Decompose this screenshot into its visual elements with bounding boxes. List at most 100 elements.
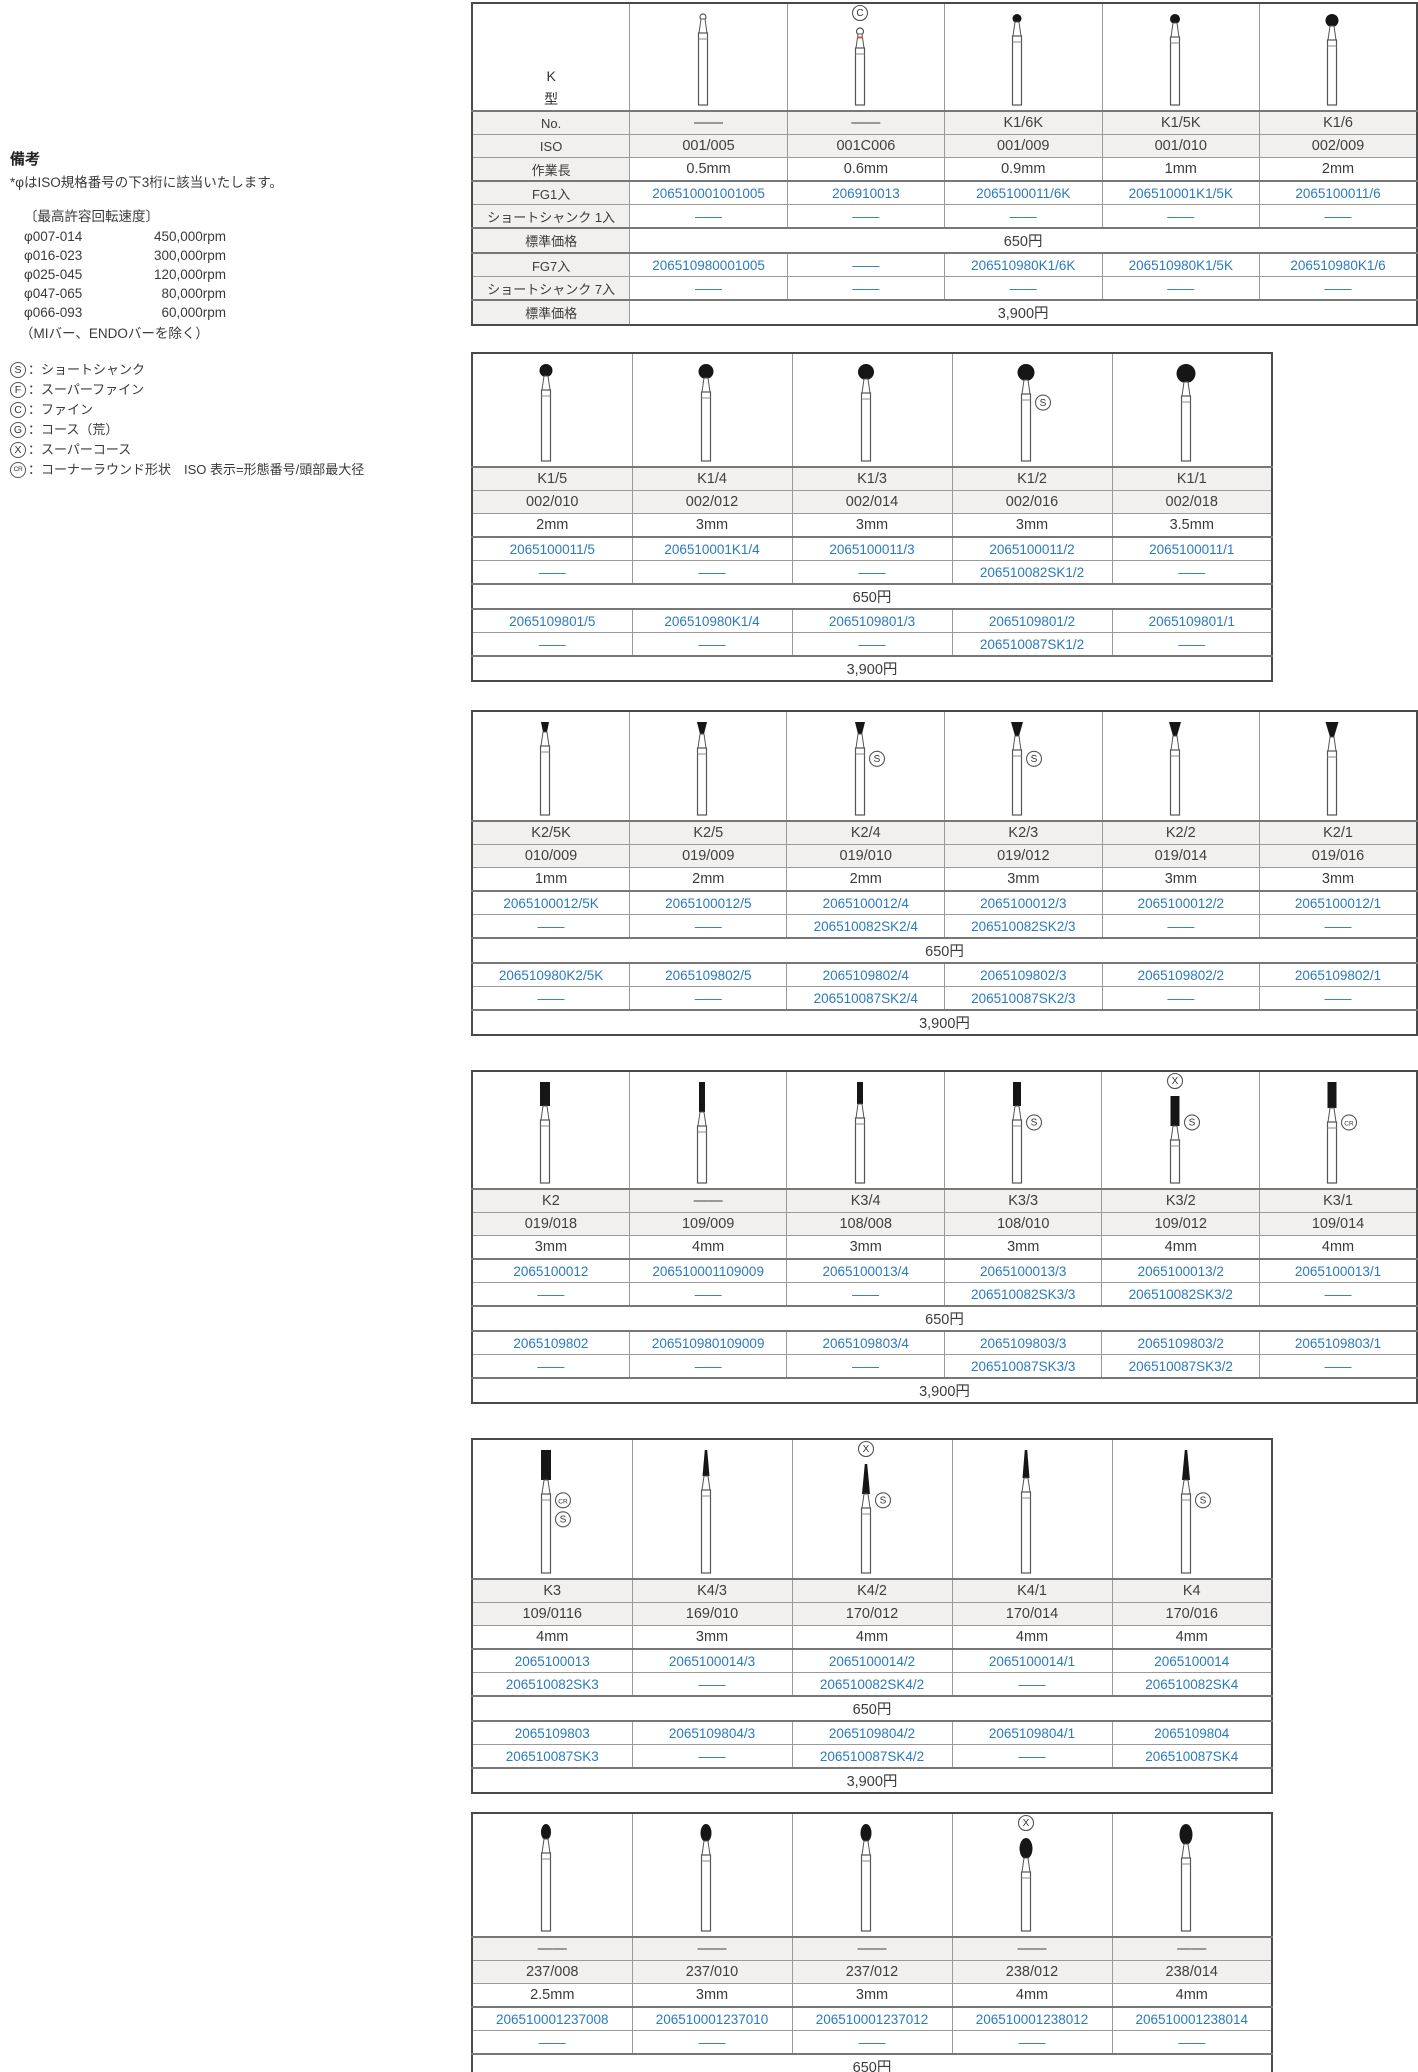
ss1-code: —— [631, 1672, 793, 1697]
bur-illustration [539, 722, 551, 816]
unit-price-cell: 650円 [471, 583, 1273, 610]
row-label: No. [471, 110, 631, 135]
fg1-code: 2065100012/1 [1259, 890, 1418, 915]
ss1-code: —— [1259, 914, 1418, 939]
bur-illustration: CR S [541, 1450, 572, 1574]
bur-image-cell: S [1111, 1438, 1273, 1580]
bur-image-row: S [471, 352, 1273, 468]
fg7-code: 206510980001005 [629, 252, 788, 277]
bur-image-cell: CR S [471, 1438, 633, 1580]
length-cell: 2mm [471, 513, 633, 538]
svg-text:CR: CR [1344, 1121, 1354, 1128]
bur-illustration [697, 722, 708, 816]
len-row: 2.5mm 3mm 3mm 4mm 4mm [471, 1983, 1273, 2008]
iso-cell: 019/016 [1259, 844, 1418, 868]
bur-image-cell [791, 1812, 953, 1938]
iso-cell: 237/008 [471, 1960, 633, 1984]
length-cell: 4mm [1259, 1235, 1418, 1260]
fg7-code: 2065109802/5 [629, 962, 788, 987]
fg7-row: 2065109801/5 206510980K1/4 2065109801/3 206… [471, 608, 1273, 633]
length-cell: 3mm [943, 1235, 1103, 1260]
ss1-row: —— —— 206510082SK2/4 206510082SK2/3 —— —— [471, 914, 1418, 939]
bur-image-cell [631, 352, 793, 468]
no-cell: —— [791, 1936, 953, 1961]
s-mark-icon: S [10, 362, 26, 378]
product-table-4: S X S CR K2 —— K3/4 K3/3 K3/2 K3/1 019/018 109/009 1… [471, 1070, 1418, 1404]
bur-image-cell: X [951, 1812, 1113, 1938]
length-cell: 0.9mm [944, 157, 1103, 182]
bur-illustration [858, 364, 874, 462]
no-cell: K2/3 [944, 820, 1103, 845]
fg1-code: 206510001238014 [1111, 2006, 1273, 2031]
bur-image-cell [1111, 1812, 1273, 1938]
bur-illustration [1012, 14, 1023, 106]
fg1-code: 2065100011/1 [1111, 536, 1273, 561]
iso-cell: 019/012 [944, 844, 1103, 868]
bur-image-cell: S [786, 710, 946, 822]
iso-cell: 108/010 [943, 1212, 1103, 1236]
fg1-code: 2065100012/5K [471, 890, 631, 915]
speed-row: φ025-045 120,000rpm [24, 265, 480, 284]
ss1-row: 206510082SK3 —— 206510082SK4/2 —— 206510082S… [471, 1672, 1273, 1697]
svg-text:S: S [880, 1496, 887, 1507]
fg1-code: 2065100012/4 [786, 890, 946, 915]
fg7-code: 2065109801/2 [951, 608, 1113, 633]
ss1-code: —— [951, 1672, 1113, 1697]
fg7-code: 2065109802/1 [1259, 962, 1418, 987]
ss1-code: —— [471, 1282, 630, 1307]
bur-image-cell [629, 710, 788, 822]
ss1-code: —— [791, 560, 953, 585]
no-cell: K1/1 [1111, 466, 1273, 491]
speed-range: φ016-023 [24, 248, 83, 263]
ss7-code: —— [628, 1354, 788, 1379]
speed-rpm: 450,000rpm [153, 229, 226, 244]
bur-image-cell: CR [1259, 1070, 1418, 1190]
length-cell: 4mm [628, 1235, 788, 1260]
len-row: 4mm 3mm 4mm 4mm 4mm [471, 1625, 1273, 1650]
length-cell: 1mm [1101, 157, 1261, 182]
fg1-code: 2065100012/2 [1101, 890, 1261, 915]
fg7-code: 206510980K1/4 [631, 608, 793, 633]
price-row: 標準価格 3,900円 [471, 299, 1418, 326]
bur-illustration [697, 13, 708, 106]
fg7-code: 206510980K1/6K [944, 252, 1103, 277]
bur-image-cell: S [951, 352, 1113, 468]
ss7-row: —— —— —— 206510087SK1/2 —— [471, 632, 1273, 657]
no-cell: —— [629, 110, 788, 135]
fg7-code: 2065109803 [471, 1720, 633, 1745]
no-cell: K1/6 [1259, 110, 1418, 135]
no-cell: K2/5K [471, 820, 631, 845]
ss7-code: —— [791, 632, 953, 657]
bur-image-cell [1111, 352, 1273, 468]
speed-rpm: 300,000rpm [153, 248, 226, 263]
ss1-code: —— [786, 1282, 945, 1307]
no-cell: —— [1111, 1936, 1273, 1961]
ss7-code: —— [1259, 986, 1418, 1011]
tables-area: K 型 C No. —— —— K1/6K K1/5K K1/6 ISO 001/005 001C00… [471, 2, 1418, 2072]
ss7-code: —— [629, 276, 788, 301]
ss1-code: 206510082SK3 [471, 1672, 633, 1697]
fg1-code: 206510001237008 [471, 2006, 633, 2031]
no-cell: K4/3 [631, 1578, 793, 1603]
ss1-code: —— [628, 1282, 788, 1307]
no-cell: —— [628, 1188, 788, 1213]
no-row: K1/5 K1/4 K1/3 K1/2 K1/1 [471, 466, 1273, 491]
ss1-code: —— [471, 914, 631, 939]
svg-text:S: S [873, 754, 880, 765]
iso-row: ISO 001/005 001C006 001/009 001/010 002/009 [471, 134, 1418, 158]
bur-illustration [860, 1824, 872, 1932]
no-row: K2/5K K2/5 K2/4 K2/3 K2/2 K2/1 [471, 820, 1418, 845]
no-cell: K1/5K [1101, 110, 1261, 135]
length-cell: 4mm [1111, 1983, 1273, 2008]
no-row: K3 K4/3 K4/2 K4/1 K4 [471, 1578, 1273, 1603]
fg7-code: 2065109801/1 [1111, 608, 1273, 633]
no-cell: K1/2 [951, 466, 1113, 491]
fg7-code: 2065109804/2 [791, 1720, 953, 1745]
length-cell: 1mm [471, 867, 631, 892]
svg-text:S: S [1031, 754, 1038, 765]
ss1-code: —— [631, 560, 793, 585]
ss7-code: —— [631, 632, 793, 657]
svg-text:S: S [1199, 1496, 1206, 1507]
unit-price-cell: 650円 [471, 1305, 1418, 1332]
bur-image-cell [471, 1070, 630, 1190]
